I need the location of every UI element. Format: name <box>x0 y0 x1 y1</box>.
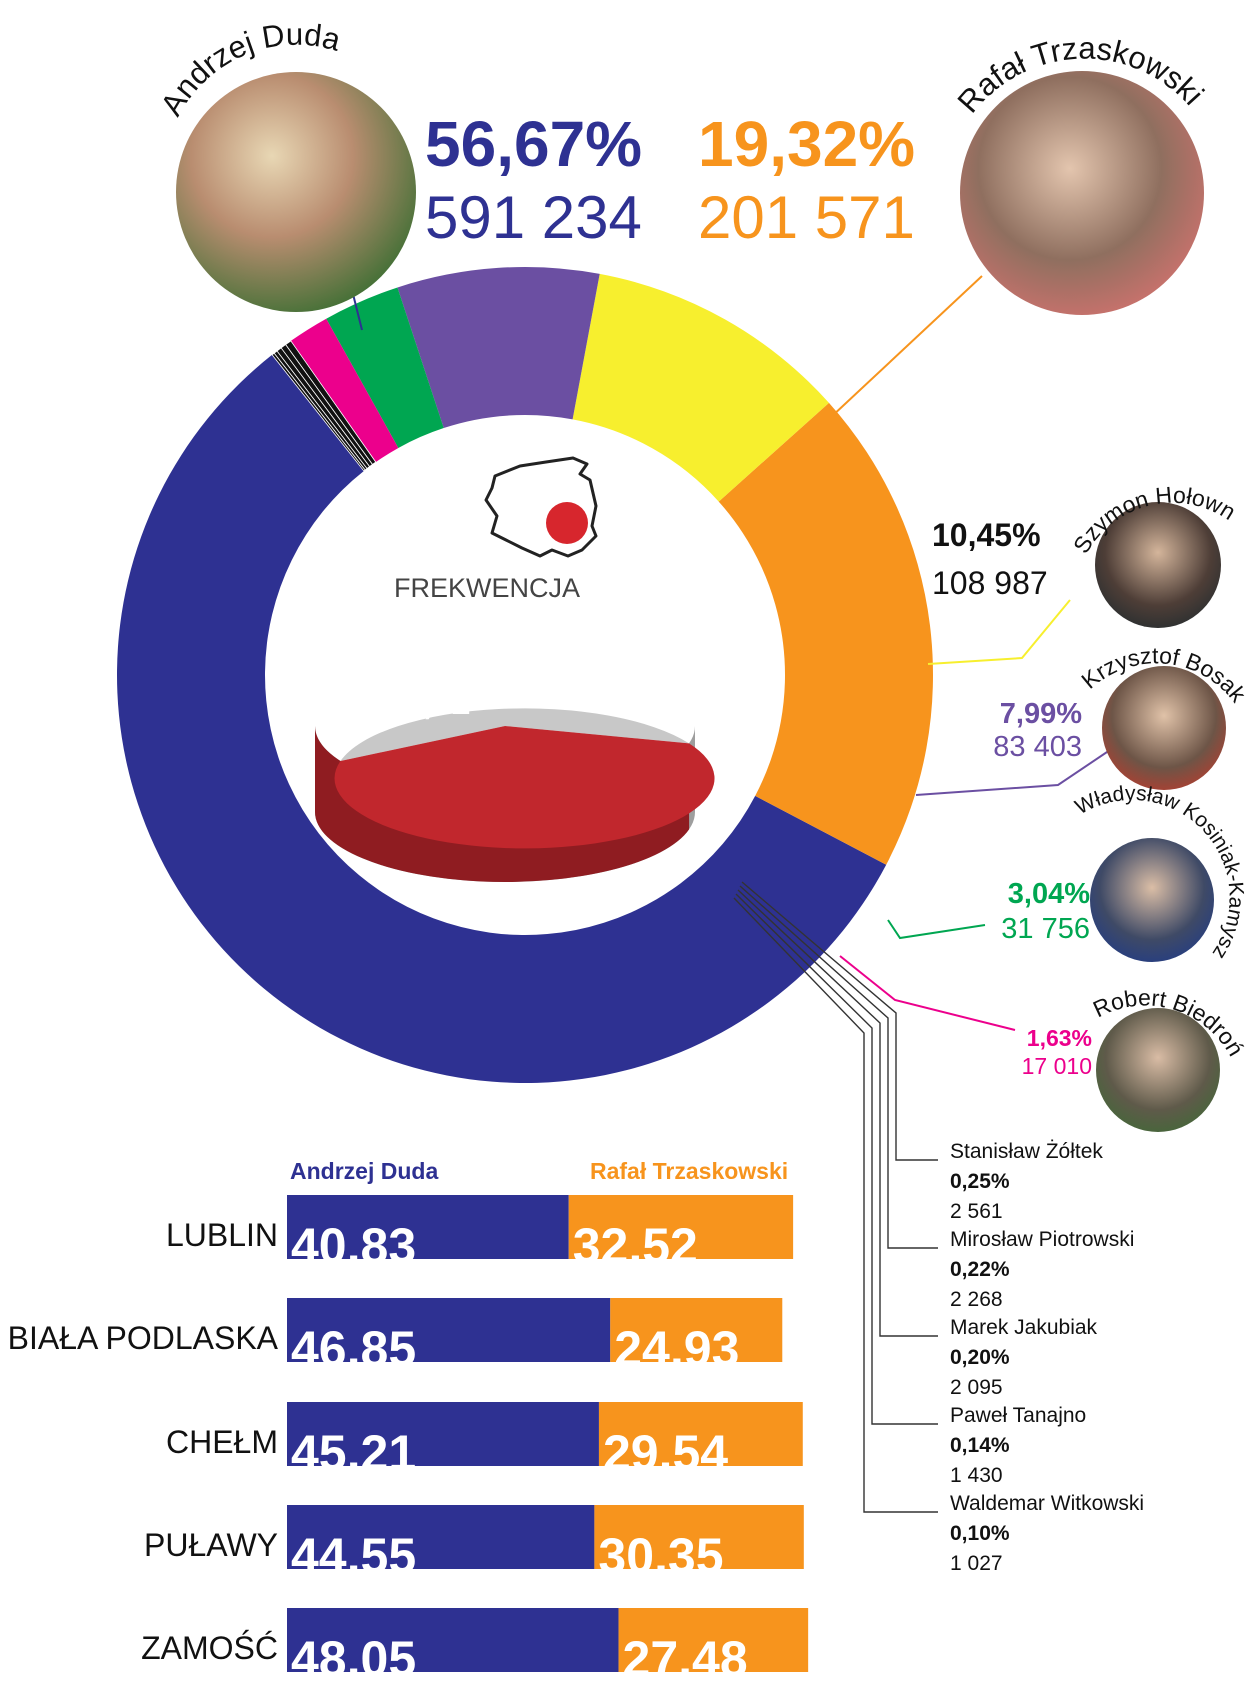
percent-piotrowski: 0,22% <box>950 1258 1010 1281</box>
percent-trzaskowski: 19,32% <box>698 108 915 180</box>
turnout-dot <box>546 502 588 544</box>
results-donut <box>116 267 934 1083</box>
name-piotrowski: Mirosław Piotrowski <box>950 1228 1134 1251</box>
name-jakubiak: Marek Jakubiak <box>950 1316 1098 1339</box>
bar-pulawy-andrzej-duda <box>287 1505 595 1569</box>
percent-witkowski: 0,10% <box>950 1522 1010 1545</box>
bar-biala-podlaska-andrzej-duda <box>287 1298 611 1362</box>
bar-zamosc-andrzej-duda <box>287 1608 619 1672</box>
portrait-kosiniak-kamysz <box>1090 838 1214 962</box>
turnout-pie <box>315 708 715 883</box>
leader-line-zoltek <box>741 881 938 1161</box>
poland-map-icon <box>484 456 598 558</box>
bar-label-lublin-rafal-trzaskowski: 32,52 <box>573 1218 698 1274</box>
votes-jakubiak: 2 095 <box>950 1376 1003 1399</box>
donut-slice-rafal-trzaskowski <box>718 402 934 865</box>
donut-slice-waldemar-witkowski <box>271 352 366 472</box>
bar-biala-podlaska-rafal-trzaskowski <box>610 1298 783 1362</box>
bar-label-pulawy-andrzej-duda: 44,55 <box>291 1528 416 1584</box>
percent-jakubiak: 0,20% <box>950 1346 1010 1369</box>
turnout-title: FREKWENCJA <box>394 573 580 603</box>
bar-legend-trzaskowski: Rafał Trzaskowski <box>590 1158 788 1184</box>
minor-candidates: Stanisław Żółtek 0,25% 2 561 Mirosław Pi… <box>950 1140 1144 1575</box>
bar-lublin-andrzej-duda <box>287 1195 569 1259</box>
votes-biedron: 17 010 <box>1022 1053 1092 1079</box>
leader-line-tanajno <box>735 893 938 1425</box>
votes-zoltek: 2 561 <box>950 1200 1003 1223</box>
bar-label-zamosc-andrzej-duda: 48,05 <box>291 1631 416 1687</box>
donut-slice-krzysztof-bosak <box>397 267 600 429</box>
portrait-trzaskowski <box>960 71 1204 315</box>
bar-label-biala-podlaska-andrzej-duda: 46,85 <box>291 1321 416 1377</box>
donut-slice-andrzej-duda <box>116 354 887 1083</box>
percent-zoltek: 0,25% <box>950 1170 1010 1193</box>
turnout-section: FREKWENCJA 62,32 <box>315 456 715 883</box>
bar-label-chelm-andrzej-duda: 45,21 <box>291 1425 416 1481</box>
bar-chelm-rafal-trzaskowski <box>598 1402 803 1466</box>
percent-biedron: 1,63% <box>1027 1025 1092 1051</box>
city-bar-chart: Andrzej Duda Rafał Trzaskowski LUBLIN 40,… <box>8 1158 809 1687</box>
percent-bosak: 7,99% <box>1000 698 1082 730</box>
bar-category-biala-podlaska: BIAŁA PODLASKA <box>8 1320 279 1356</box>
name-zoltek: Stanisław Żółtek <box>950 1140 1103 1163</box>
bar-label-pulawy-rafal-trzaskowski: 30,35 <box>598 1528 723 1584</box>
candidate-bosak: Krzysztof Bosak 7,99% 83 403 <box>993 642 1252 790</box>
bar-pulawy-rafal-trzaskowski <box>594 1505 804 1569</box>
portrait-holownia <box>1095 502 1221 628</box>
bar-label-chelm-rafal-trzaskowski: 29,54 <box>603 1425 728 1481</box>
leader-line-kosiniak <box>887 919 986 940</box>
bar-category-chelm: CHEŁM <box>166 1424 278 1460</box>
percent-tanajno: 0,14% <box>950 1434 1010 1457</box>
candidate-duda: Andrzej Duda 56,67% 591 234 <box>154 17 642 312</box>
votes-piotrowski: 2 268 <box>950 1288 1003 1311</box>
bar-label-zamosc-rafal-trzaskowski: 27,48 <box>623 1631 748 1687</box>
leader-line-jakubiak <box>737 889 938 1337</box>
percent-duda: 56,67% <box>425 108 642 180</box>
bar-label-biala-podlaska-rafal-trzaskowski: 24,93 <box>614 1321 739 1377</box>
donut-slice-wladyslaw-kosiniak-kamysz <box>326 287 444 448</box>
bar-category-pulawy: PUŁAWY <box>144 1527 278 1563</box>
turnout-value: 62,32 <box>385 684 470 722</box>
bar-lublin-rafal-trzaskowski <box>568 1195 794 1259</box>
portrait-duda <box>176 72 416 312</box>
bar-category-lublin: LUBLIN <box>166 1217 278 1253</box>
name-witkowski: Waldemar Witkowski <box>950 1492 1144 1515</box>
votes-trzaskowski: 201 571 <box>698 184 915 251</box>
leader-line-piotrowski <box>739 885 938 1249</box>
candidate-kosiniak-kamysz: Władysław Kosiniak-Kamysz 3,04% 31 756 <box>1001 782 1247 963</box>
city-bars: LUBLIN 40,83 32,52 BIAŁA PODLASKA 46,85 24,93… <box>8 1195 809 1687</box>
leader-line-witkowski <box>733 897 938 1513</box>
turnout-pie-slice-rest <box>340 708 690 761</box>
bar-category-zamosc: ZAMOŚĆ <box>141 1630 278 1666</box>
leader-line-trzaskowski <box>829 275 983 419</box>
bar-zamosc-rafal-trzaskowski <box>618 1608 809 1672</box>
bar-label-lublin-andrzej-duda: 40,83 <box>291 1218 416 1274</box>
leader-lines <box>344 261 1111 1513</box>
leader-line-biedron <box>839 955 1016 1031</box>
votes-tanajno: 1 430 <box>950 1464 1003 1487</box>
donut-slice-robert-biedron <box>290 318 399 463</box>
leader-line-holownia <box>927 599 1071 665</box>
bar-chelm-andrzej-duda <box>287 1402 599 1466</box>
turnout-pie-slice-turnout <box>334 726 715 849</box>
candidate-biedron: Robert Biedroń 1,63% 17 010 <box>1022 984 1249 1132</box>
percent-kosiniak-kamysz: 3,04% <box>1008 878 1090 910</box>
votes-kosiniak-kamysz: 31 756 <box>1001 913 1090 945</box>
bar-legend-duda: Andrzej Duda <box>290 1158 438 1184</box>
leader-line-bosak <box>915 749 1111 796</box>
votes-holownia: 108 987 <box>932 565 1048 601</box>
votes-witkowski: 1 027 <box>950 1552 1003 1575</box>
name-tanajno: Paweł Tanajno <box>950 1404 1086 1427</box>
votes-duda: 591 234 <box>425 184 642 251</box>
portrait-bosak <box>1102 666 1226 790</box>
candidate-trzaskowski: Rafał Trzaskowski 19,32% 201 571 <box>698 31 1211 315</box>
portrait-biedron <box>1096 1008 1220 1132</box>
percent-holownia: 10,45% <box>932 517 1041 553</box>
votes-bosak: 83 403 <box>993 731 1082 763</box>
donut-slice-szymon-holownia <box>572 273 829 502</box>
